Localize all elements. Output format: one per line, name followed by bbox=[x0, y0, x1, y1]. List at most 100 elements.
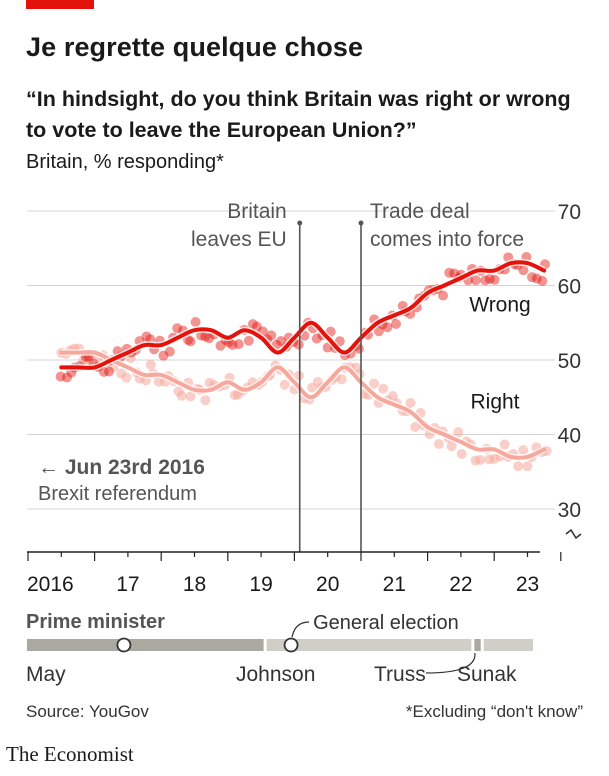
pm-term-johnson bbox=[266, 639, 472, 651]
pm-name-may: May bbox=[26, 663, 66, 686]
wrong-data-point bbox=[55, 371, 66, 382]
pm-term-may bbox=[27, 639, 264, 651]
x-tick-label: 20 bbox=[316, 573, 339, 596]
wrong-data-point bbox=[531, 273, 542, 284]
referendum-date-label: ← Jun 23rd 2016 bbox=[38, 456, 205, 479]
x-axis: 2016 17 18 19 20 21 22 23 bbox=[27, 551, 562, 596]
right-data-point bbox=[176, 390, 187, 401]
wrong-data-point bbox=[243, 335, 254, 346]
right-data-point bbox=[185, 391, 196, 402]
right-data-point bbox=[453, 427, 464, 438]
chart-subtitle: “In hindsight, do you think Britain was … bbox=[26, 87, 571, 142]
wrong-data-point bbox=[190, 317, 201, 328]
start-note: ← Jun 23rd 2016 Brexit referendum bbox=[38, 456, 205, 505]
line-chart: 30 40 50 60 70 Wrong Right Britain leaves EU Tr… bbox=[26, 200, 582, 686]
prime-minister-bar: Prime minister General election May Johnson… bbox=[26, 611, 533, 686]
election-connector bbox=[291, 621, 310, 638]
wrong-data-point bbox=[215, 340, 226, 351]
pm-name-truss: Truss bbox=[374, 663, 426, 686]
wrong-data-point bbox=[276, 336, 287, 347]
footnote: *Excluding “don't know” bbox=[405, 702, 583, 721]
wrong-data-point bbox=[470, 275, 481, 286]
right-data-point bbox=[145, 359, 156, 370]
y-tick-label: 40 bbox=[558, 425, 581, 448]
x-tick-label: 23 bbox=[516, 573, 539, 596]
general-election-label: General election bbox=[313, 612, 459, 634]
right-data-point bbox=[475, 454, 486, 465]
event-label: Trade deal bbox=[370, 200, 470, 223]
y-tick-label: 30 bbox=[558, 499, 581, 522]
right-data-point bbox=[433, 439, 444, 450]
right-data-point bbox=[456, 449, 467, 460]
wrong-data-point bbox=[98, 366, 109, 377]
pm-term-truss bbox=[474, 639, 481, 651]
wrong-data-point bbox=[373, 326, 384, 337]
right-data-point bbox=[446, 441, 457, 452]
right-data-point bbox=[84, 356, 95, 367]
brand-logo: The Economist bbox=[6, 742, 134, 766]
series-label-right: Right bbox=[470, 390, 519, 413]
chart-units: Britain, % responding* bbox=[26, 151, 224, 173]
x-tick-label: 19 bbox=[249, 573, 272, 596]
x-tick-label: 17 bbox=[116, 573, 139, 596]
referendum-label: Brexit referendum bbox=[38, 483, 197, 505]
pm-name-johnson: Johnson bbox=[236, 663, 315, 686]
event-label: comes into force bbox=[370, 228, 524, 251]
wrong-data-point bbox=[293, 339, 304, 350]
wrong-data-point bbox=[251, 321, 262, 332]
general-election-marker bbox=[283, 637, 299, 653]
wrong-data-point bbox=[484, 274, 495, 285]
event-lines: Britain leaves EU Trade deal comes into for… bbox=[191, 200, 524, 552]
x-tick-label: 2016 bbox=[27, 573, 74, 596]
wrong-data-point bbox=[164, 346, 175, 357]
wrong-data-point bbox=[480, 275, 491, 286]
right-data-point bbox=[522, 461, 533, 472]
wrong-data-point bbox=[438, 290, 449, 301]
wrong-data-point bbox=[518, 265, 529, 276]
truss-connector bbox=[425, 652, 476, 674]
event-label: leaves EU bbox=[191, 228, 287, 251]
pm-label: Prime minister bbox=[26, 611, 165, 633]
source-note: Source: YouGov bbox=[26, 702, 149, 721]
series-label-wrong: Wrong bbox=[469, 294, 530, 317]
y-axis-tick-labels: 30 40 50 60 70 bbox=[558, 201, 582, 540]
event-line-dot bbox=[358, 220, 364, 226]
wrong-data-point bbox=[233, 339, 244, 350]
axis-break-icon bbox=[565, 528, 582, 540]
event-label: Britain bbox=[227, 200, 287, 223]
right-data-point bbox=[405, 397, 416, 408]
right-series-line bbox=[59, 350, 547, 460]
brand-accent-bar bbox=[26, 0, 94, 9]
right-data-point bbox=[378, 383, 389, 394]
wrong-data-point bbox=[204, 333, 215, 344]
wrong-data-point bbox=[172, 323, 183, 334]
pm-name-sunak: Sunak bbox=[457, 663, 517, 686]
right-data-point bbox=[368, 378, 379, 389]
x-tick-label: 22 bbox=[449, 573, 472, 596]
pm-term-sunak bbox=[483, 639, 533, 651]
x-tick-label: 21 bbox=[383, 573, 406, 596]
right-data-point bbox=[518, 445, 529, 456]
wrong-data-point bbox=[158, 350, 169, 361]
right-data-point bbox=[121, 372, 132, 383]
wrong-data-point bbox=[444, 267, 455, 278]
series-labels: Wrong Right bbox=[469, 294, 530, 414]
y-tick-label: 70 bbox=[558, 201, 581, 224]
y-tick-label: 60 bbox=[558, 276, 581, 299]
wrong-data-point bbox=[489, 274, 500, 285]
x-tick-label: 18 bbox=[183, 573, 206, 596]
wrong-data-point bbox=[382, 322, 393, 333]
event-line-dot bbox=[297, 220, 303, 226]
wrong-data-point bbox=[266, 330, 277, 341]
wrong-data-point bbox=[200, 331, 211, 342]
wrong-data-point bbox=[391, 318, 402, 329]
right-data-point bbox=[200, 395, 211, 406]
wrong-data-point bbox=[227, 339, 238, 350]
series-lines bbox=[59, 258, 547, 462]
wrong-data-point bbox=[311, 333, 322, 344]
wrong-series-line bbox=[59, 260, 547, 370]
right-data-point bbox=[499, 439, 510, 450]
wrong-data-point bbox=[247, 319, 258, 330]
general-election-marker bbox=[116, 637, 132, 653]
right-data-point bbox=[513, 461, 524, 472]
